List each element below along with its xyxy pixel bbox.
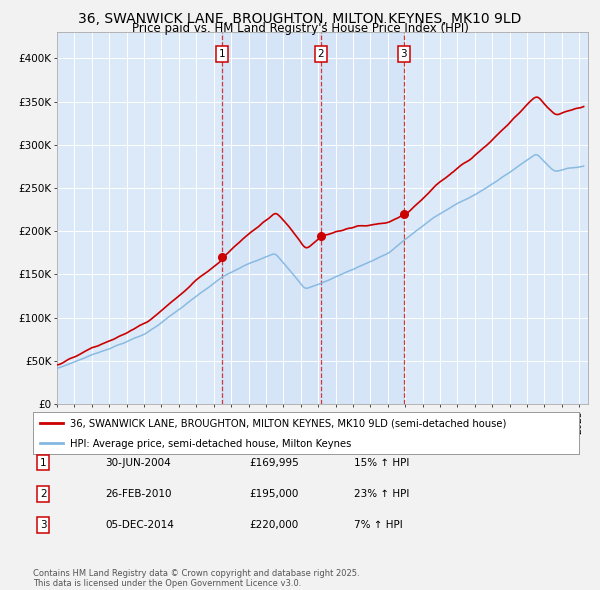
Text: HPI: Average price, semi-detached house, Milton Keynes: HPI: Average price, semi-detached house,… — [70, 439, 352, 449]
Text: 26-FEB-2010: 26-FEB-2010 — [105, 489, 172, 499]
Text: 7% ↑ HPI: 7% ↑ HPI — [354, 520, 403, 530]
Text: 15% ↑ HPI: 15% ↑ HPI — [354, 458, 409, 467]
Text: 30-JUN-2004: 30-JUN-2004 — [105, 458, 171, 467]
Text: 23% ↑ HPI: 23% ↑ HPI — [354, 489, 409, 499]
Text: Contains HM Land Registry data © Crown copyright and database right 2025.
This d: Contains HM Land Registry data © Crown c… — [33, 569, 359, 588]
Text: 05-DEC-2014: 05-DEC-2014 — [105, 520, 174, 530]
Text: Price paid vs. HM Land Registry's House Price Index (HPI): Price paid vs. HM Land Registry's House … — [131, 22, 469, 35]
Text: 1: 1 — [40, 458, 47, 467]
Text: 36, SWANWICK LANE, BROUGHTON, MILTON KEYNES, MK10 9LD (semi-detached house): 36, SWANWICK LANE, BROUGHTON, MILTON KEY… — [70, 419, 506, 429]
Text: £195,000: £195,000 — [249, 489, 298, 499]
Text: 2: 2 — [317, 49, 324, 59]
Text: £220,000: £220,000 — [249, 520, 298, 530]
Text: 36, SWANWICK LANE, BROUGHTON, MILTON KEYNES, MK10 9LD: 36, SWANWICK LANE, BROUGHTON, MILTON KEY… — [79, 12, 521, 26]
Text: £169,995: £169,995 — [249, 458, 299, 467]
Bar — [223, 32, 404, 404]
Text: 1: 1 — [219, 49, 226, 59]
Text: 3: 3 — [40, 520, 47, 530]
Text: 2: 2 — [40, 489, 47, 499]
Text: 3: 3 — [400, 49, 407, 59]
